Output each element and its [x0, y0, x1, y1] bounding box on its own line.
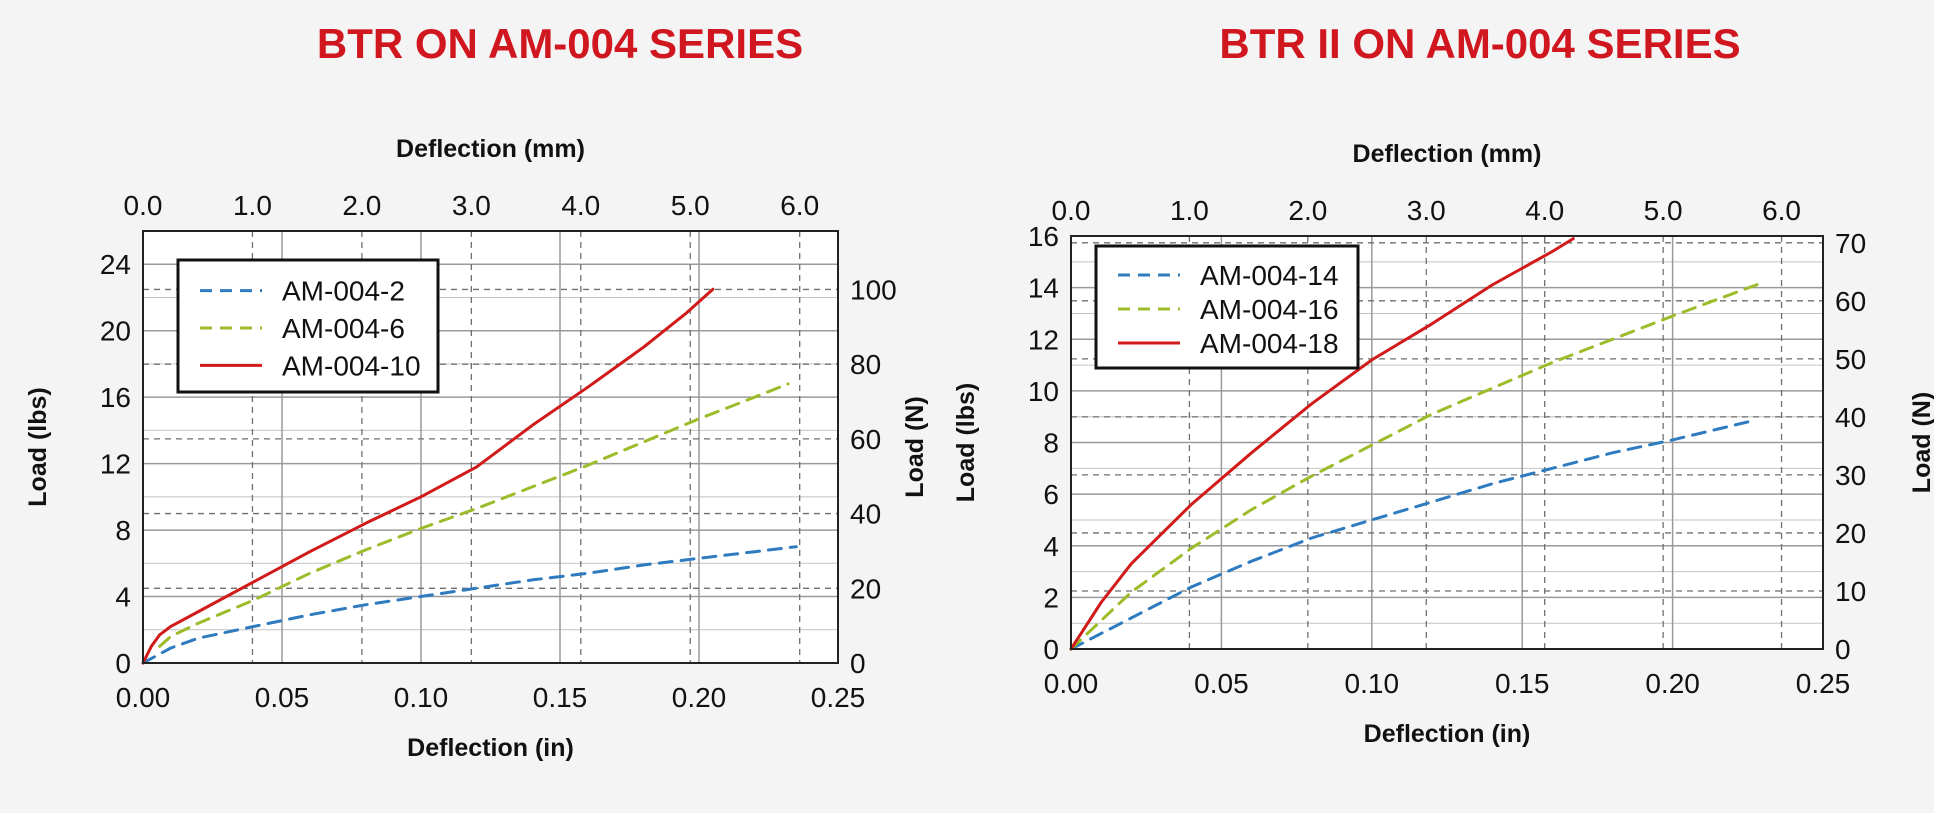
plot-frame — [1070, 235, 1824, 650]
y-tick-label: 16 — [100, 382, 131, 413]
y-tick-label: 4 — [115, 582, 131, 613]
x-tick-label: 0.10 — [1345, 668, 1400, 699]
y2-axis-title: Load (N) — [901, 396, 929, 497]
y-tick-label: 14 — [1028, 273, 1059, 304]
y2-tick-label: 0 — [850, 648, 866, 679]
y2-tick-label: 40 — [1835, 402, 1866, 433]
y-tick-label: 8 — [115, 515, 131, 546]
y2-tick-label: 20 — [1835, 518, 1866, 549]
x2-tick-label: 0.0 — [124, 190, 163, 221]
x2-tick-label: 1.0 — [1170, 195, 1209, 226]
x-tick-label: 0.20 — [672, 682, 727, 713]
y2-tick-label: 60 — [1835, 286, 1866, 317]
y-tick-label: 8 — [1043, 428, 1059, 459]
legend-label: AM-004-16 — [1200, 294, 1339, 325]
x2-axis-title: Deflection (mm) — [396, 135, 585, 163]
x2-tick-label: 4.0 — [561, 190, 600, 221]
x-tick-label: 0.25 — [1796, 668, 1851, 699]
y2-tick-label: 100 — [850, 274, 897, 305]
y-tick-label: 16 — [1028, 221, 1059, 252]
y-tick-label: 4 — [1043, 531, 1059, 562]
y2-tick-label: 60 — [850, 424, 881, 455]
x-tick-label: 0.10 — [394, 682, 449, 713]
x2-tick-label: 5.0 — [671, 190, 710, 221]
y-tick-label: 12 — [100, 449, 131, 480]
x2-tick-label: 6.0 — [780, 190, 819, 221]
x-tick-label: 0.05 — [1194, 668, 1249, 699]
y-tick-label: 20 — [100, 316, 131, 347]
legend-label: AM-004-14 — [1200, 260, 1339, 291]
x2-tick-label: 6.0 — [1762, 195, 1801, 226]
y-tick-label: 24 — [100, 249, 131, 280]
legend-label: AM-004-18 — [1200, 328, 1339, 359]
series-line-am-004-18 — [1069, 237, 1575, 651]
chart-title: BTR II ON AM-004 SERIES — [1219, 20, 1740, 67]
x-tick-label: 0.15 — [1495, 668, 1550, 699]
x-tick-label: 0.15 — [533, 682, 588, 713]
y-axis-title: Load (lbs) — [24, 387, 52, 506]
x-tick-label: 0.25 — [811, 682, 866, 713]
chart-title: BTR ON AM-004 SERIES — [317, 20, 803, 67]
x2-tick-label: 5.0 — [1644, 195, 1683, 226]
series-line-am-004-10 — [141, 287, 715, 665]
x2-tick-label: 0.0 — [1052, 195, 1091, 226]
legend-label: AM-004-10 — [282, 350, 421, 381]
series-line-am-004-6 — [158, 382, 790, 648]
x2-tick-label: 3.0 — [452, 190, 491, 221]
x-axis-title: Deflection (in) — [407, 734, 574, 762]
legend-label: AM-004-6 — [282, 313, 405, 344]
y2-tick-label: 50 — [1835, 344, 1866, 375]
plot-frame — [142, 230, 839, 664]
y-tick-label: 10 — [1028, 376, 1059, 407]
series-line-am-004-14 — [1069, 420, 1750, 651]
y-tick-label: 0 — [1043, 634, 1059, 665]
y2-tick-label: 20 — [850, 573, 881, 604]
series-line-am-004-16 — [1069, 281, 1765, 651]
y-tick-label: 2 — [1043, 582, 1059, 613]
x2-tick-label: 1.0 — [233, 190, 272, 221]
y2-tick-label: 0 — [1835, 634, 1851, 665]
y2-axis-title: Load (N) — [1908, 392, 1934, 493]
y2-tick-label: 30 — [1835, 460, 1866, 491]
x2-tick-label: 2.0 — [342, 190, 381, 221]
legend-box — [176, 258, 440, 394]
x-tick-label: 0.05 — [255, 682, 310, 713]
series-line-am-004-2 — [141, 545, 798, 665]
x2-axis-title: Deflection (mm) — [1353, 140, 1542, 168]
x2-tick-label: 2.0 — [1288, 195, 1327, 226]
y-tick-label: 12 — [1028, 324, 1059, 355]
legend-box — [1094, 244, 1360, 370]
chart-btr: 0.00 0.05 0.10 0.15 0.20 0.25 0.0 1.0 2.0 3.0 4.0 5… — [24, 20, 929, 762]
y-tick-label: 0 — [115, 648, 131, 679]
x-tick-label: 0.20 — [1645, 668, 1700, 699]
x2-tick-label: 4.0 — [1525, 195, 1564, 226]
x-tick-label: 0.00 — [1044, 668, 1099, 699]
x-axis-title: Deflection (in) — [1364, 720, 1531, 748]
y2-tick-label: 40 — [850, 499, 881, 530]
x-tick-label: 0.00 — [116, 682, 171, 713]
y2-tick-label: 10 — [1835, 576, 1866, 607]
y2-tick-label: 80 — [850, 349, 881, 380]
legend: AM-004-2 AM-004-6 AM-004-10 — [176, 258, 440, 394]
legend-label: AM-004-2 — [282, 276, 405, 307]
chart-btr-ii: 0.00 0.05 0.10 0.15 0.20 0.25 0.0 1.0 2.0 3.0 4.0 5… — [952, 20, 1934, 748]
y2-tick-label: 70 — [1835, 228, 1866, 259]
x2-tick-label: 3.0 — [1407, 195, 1446, 226]
y-axis-title: Load (lbs) — [952, 383, 980, 502]
y-tick-label: 6 — [1043, 479, 1059, 510]
